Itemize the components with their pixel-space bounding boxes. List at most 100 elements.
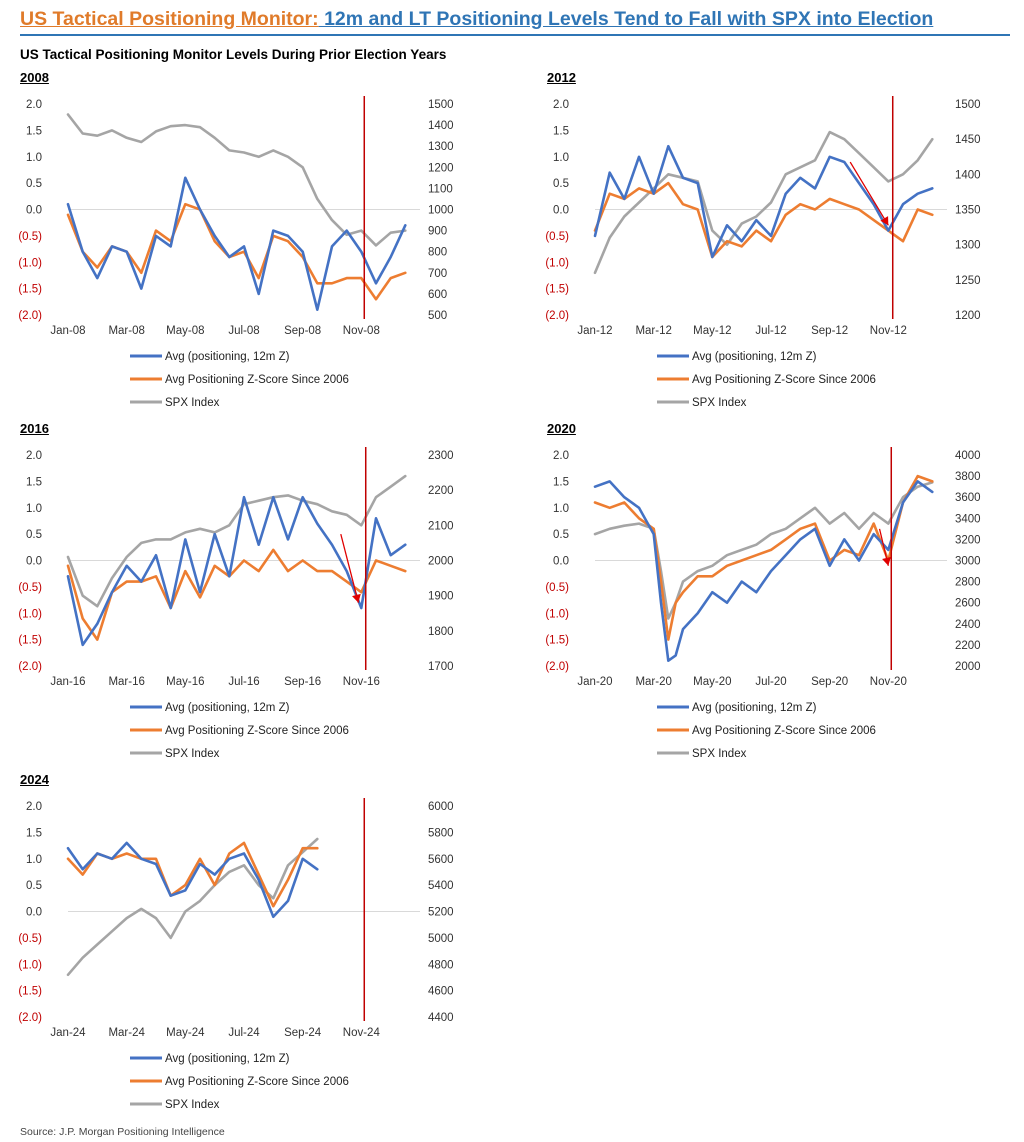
- right-axis-tick-label: 800: [428, 247, 447, 259]
- series-line-avg-positioning-12m-z: [593, 480, 934, 662]
- right-axis-tick-label: 4400: [428, 1012, 454, 1024]
- right-axis-tick-label: 5200: [428, 907, 454, 919]
- right-axis-tick-label: 1000: [428, 205, 454, 217]
- left-axis-tick-label: 0.0: [26, 907, 42, 919]
- x-axis-tick-label: May-24: [166, 1027, 205, 1039]
- chart-panel-2012: 2012 2.0 1.5 1.0 0.5 0.0 (0.5) (1.0) (1.5) (2.0)…: [545, 70, 987, 415]
- left-axis-tick-label: 2.0: [26, 450, 42, 462]
- x-axis-tick-label: May-16: [166, 676, 204, 688]
- right-axis-tick-label: 1400: [955, 169, 981, 181]
- left-axis-tick-label: (0.5): [545, 231, 569, 243]
- x-axis-tick-label: Mar-16: [108, 676, 144, 688]
- right-axis-tick-label: 3000: [955, 556, 981, 568]
- legend-label-avg-positioning-z-score-since-2006: Avg Positioning Z-Score Since 2006: [692, 374, 876, 386]
- series-line-avg-positioning-12m-z: [66, 495, 407, 647]
- x-axis-tick-label: May-20: [693, 676, 731, 688]
- x-axis-tick-label: Jan-24: [50, 1027, 86, 1039]
- left-axis-tick-label: 0.5: [26, 178, 42, 190]
- legend-label-spx-index: SPX Index: [165, 748, 220, 760]
- left-axis-tick-label: 0.5: [26, 880, 42, 892]
- right-axis-tick-label: 2300: [428, 450, 454, 462]
- x-axis-tick-label: Sep-16: [284, 676, 321, 688]
- legend-label-spx-index: SPX Index: [165, 397, 220, 409]
- left-axis-tick-label: (2.0): [18, 1012, 42, 1024]
- right-axis-tick-label: 2200: [428, 485, 454, 497]
- left-axis-tick-label: 1.0: [553, 152, 569, 164]
- right-axis-tick-label: 1700: [428, 661, 454, 673]
- right-axis-tick-label: 5600: [428, 854, 454, 866]
- right-axis-tick-label: 1900: [428, 591, 454, 603]
- source-note: Source: J.P. Morgan Positioning Intellig…: [20, 1126, 225, 1138]
- x-axis-tick-label: Jan-12: [577, 325, 612, 337]
- x-axis-tick-label: Jul-24: [228, 1027, 260, 1039]
- series-line-avg-positioning-z-score-since-2006: [66, 548, 407, 641]
- left-axis-tick-label: 0.0: [553, 556, 569, 568]
- right-axis-tick-label: 1300: [955, 240, 981, 252]
- page-subtitle: US Tactical Positioning Monitor Levels D…: [20, 47, 447, 62]
- series-line-spx-index: [66, 474, 407, 608]
- left-axis-tick-label: (0.5): [18, 231, 42, 243]
- legend-label-avg-positioning-12m-z: Avg (positioning, 12m Z): [692, 702, 817, 714]
- x-axis-tick-label: Mar-12: [635, 325, 671, 337]
- legend-label-spx-index: SPX Index: [692, 397, 747, 409]
- series-line-spx-index: [593, 130, 934, 275]
- left-axis-tick-label: (1.5): [18, 284, 42, 296]
- legend-label-avg-positioning-z-score-since-2006: Avg Positioning Z-Score Since 2006: [165, 374, 349, 386]
- chart-2020: 2.0 1.5 1.0 0.5 0.0 (0.5) (1.0) (1.5) (2.0) 4000 3…: [545, 447, 981, 760]
- x-axis-tick-label: Jan-08: [50, 325, 85, 337]
- chart-panel-2016: 2016 2.0 1.5 1.0 0.5 0.0 (0.5) (1.0) (1.5) (2.0)…: [18, 421, 460, 766]
- series-line-avg-positioning-z-score-since-2006: [593, 181, 934, 259]
- series-line-spx-index: [66, 113, 407, 247]
- left-axis-tick-label: 0.5: [26, 529, 42, 541]
- right-axis-tick-label: 1400: [428, 120, 454, 132]
- left-axis-tick-label: (1.5): [545, 284, 569, 296]
- x-axis-tick-label: Nov-20: [870, 676, 907, 688]
- annotation-arrow-head: [882, 556, 891, 566]
- x-axis-tick-label: Sep-24: [284, 1027, 322, 1039]
- right-axis-tick-label: 900: [428, 226, 447, 238]
- right-axis-tick-label: 1500: [428, 99, 454, 111]
- right-axis-tick-label: 6000: [428, 801, 454, 813]
- right-axis-tick-label: 1100: [428, 183, 453, 195]
- left-axis-tick-label: (2.0): [18, 661, 42, 673]
- x-axis-tick-label: Nov-12: [870, 325, 907, 337]
- right-axis-tick-label: 1800: [428, 626, 454, 638]
- left-axis-tick-label: (1.0): [18, 608, 42, 620]
- right-axis-tick-label: 3800: [955, 471, 981, 483]
- x-axis-tick-label: Mar-20: [635, 676, 671, 688]
- left-axis-tick-label: 1.0: [26, 503, 42, 515]
- x-axis-tick-label: Sep-08: [284, 325, 321, 337]
- left-axis-tick-label: 0.5: [553, 178, 569, 190]
- chart-2012: 2.0 1.5 1.0 0.5 0.0 (0.5) (1.0) (1.5) (2.0) 1500 1…: [545, 96, 981, 409]
- left-axis-tick-label: 1.5: [553, 476, 569, 488]
- x-axis-tick-label: Jan-16: [50, 676, 85, 688]
- series-line-avg-positioning-12m-z: [593, 144, 934, 259]
- x-axis-tick-label: Jul-12: [755, 325, 786, 337]
- x-axis-tick-label: Nov-24: [343, 1027, 381, 1039]
- left-axis-tick-label: 2.0: [553, 450, 569, 462]
- left-axis-tick-label: (0.5): [545, 582, 569, 594]
- right-axis-tick-label: 700: [428, 268, 447, 280]
- right-axis-tick-label: 1200: [955, 310, 981, 322]
- right-axis-tick-label: 5800: [428, 827, 454, 839]
- right-axis-tick-label: 4000: [955, 450, 981, 462]
- title-part-2: 12m and LT Positioning Levels Tend to Fa…: [318, 8, 934, 30]
- x-axis-tick-label: Jan-20: [577, 676, 612, 688]
- right-axis-tick-label: 1500: [955, 99, 981, 111]
- left-axis-tick-label: 1.0: [553, 503, 569, 515]
- left-axis-tick-label: (1.0): [545, 257, 569, 269]
- left-axis-tick-label: (1.5): [18, 635, 42, 647]
- title-part-1: US Tactical Positioning Monitor:: [20, 8, 319, 30]
- left-axis-tick-label: 1.5: [26, 476, 42, 488]
- x-axis-tick-label: Nov-08: [343, 325, 380, 337]
- annotation-arrow-shaft: [340, 533, 360, 603]
- right-axis-tick-label: 1300: [428, 141, 454, 153]
- legend-label-avg-positioning-12m-z: Avg (positioning, 12m Z): [165, 1053, 290, 1065]
- left-axis-tick-label: (1.5): [18, 986, 42, 998]
- right-axis-tick-label: 2600: [955, 598, 981, 610]
- legend-label-spx-index: SPX Index: [165, 1099, 220, 1111]
- left-axis-tick-label: 1.0: [26, 152, 42, 164]
- chart-year-label: 2016: [20, 421, 49, 436]
- chart-2024: 2.0 1.5 1.0 0.5 0.0 (0.5) (1.0) (1.5) (2.0) 6000 5…: [18, 798, 454, 1111]
- legend-label-spx-index: SPX Index: [692, 748, 747, 760]
